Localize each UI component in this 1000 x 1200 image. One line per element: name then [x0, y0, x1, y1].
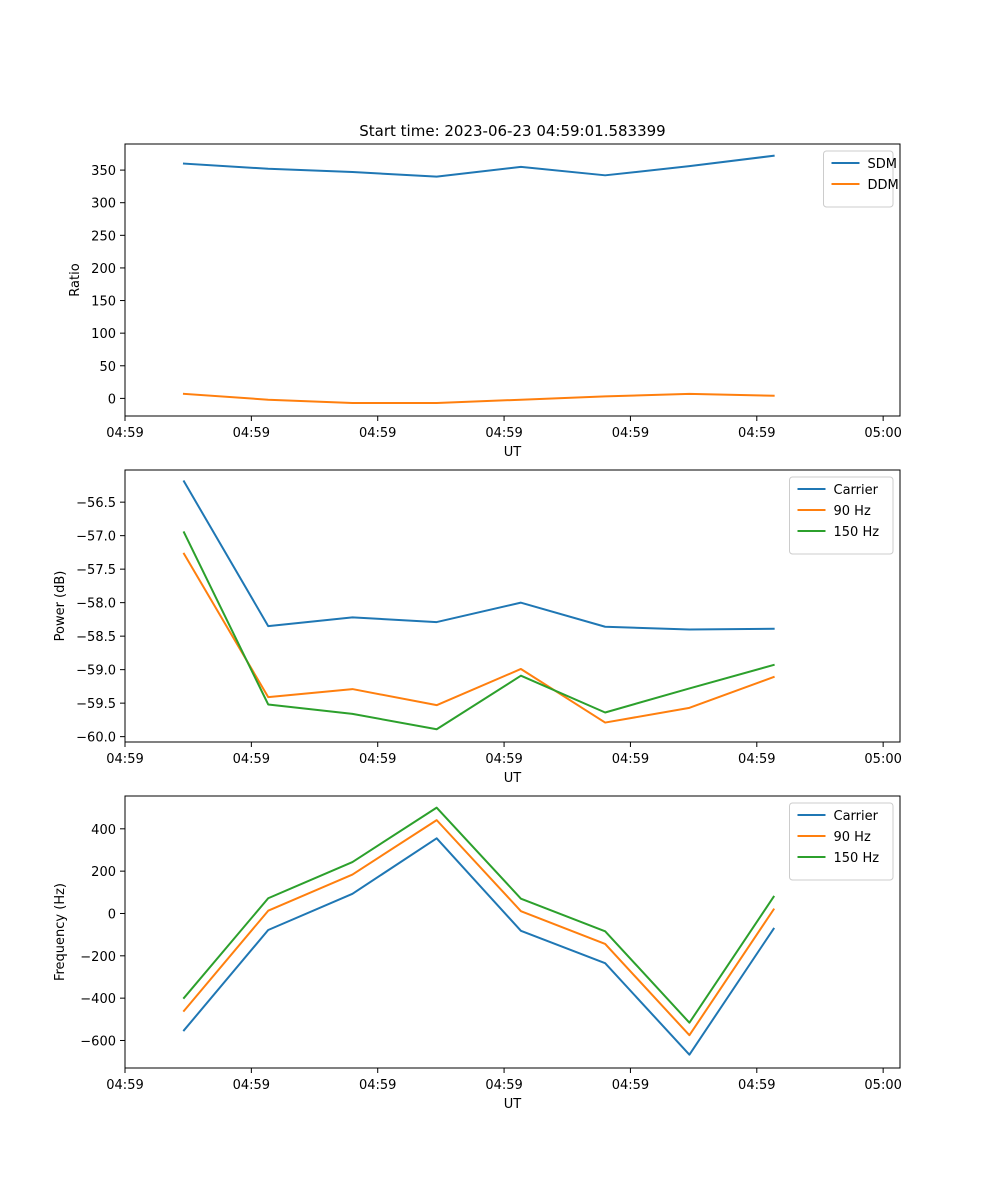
- series-line-150-hz: [182, 806, 776, 1024]
- x-tick-label: 04:59: [738, 1078, 775, 1093]
- legend-label-150-hz: 150 Hz: [834, 525, 880, 540]
- legend-box: [789, 802, 894, 881]
- legend-label-carrier: Carrier: [834, 483, 879, 498]
- y-tick-label: 250: [91, 229, 116, 244]
- y-tick-label: −57.5: [76, 563, 116, 578]
- series-line-90-hz: [182, 552, 775, 724]
- x-tick-label: 04:59: [612, 426, 649, 441]
- x-tick-label: 04:59: [485, 752, 522, 767]
- axes-frame: [124, 143, 901, 417]
- y-tick-label: −57.0: [76, 530, 116, 545]
- y-axis-label: Power (dB): [53, 571, 68, 642]
- panel-2: 04:59 04:59 04:59 04:59 04:59 04:59 05:00 −60.0…: [53, 469, 902, 786]
- y-tick-label: −60.0: [76, 731, 116, 746]
- x-tick-label: 04:59: [485, 426, 522, 441]
- x-axis-label: UT: [504, 1097, 522, 1112]
- x-tick-label: 04:59: [359, 426, 396, 441]
- legend-label-150-hz: 150 Hz: [834, 851, 880, 866]
- y-tick-label: 100: [91, 327, 116, 342]
- x-tick-label: 04:59: [485, 1078, 522, 1093]
- x-tick-label: 05:00: [864, 752, 901, 767]
- legend: Carrier 90 Hz 150 Hz: [789, 476, 894, 555]
- y-axis-label: Frequency (Hz): [53, 883, 68, 981]
- series-line-sdm: [182, 154, 775, 178]
- x-tick-label: 04:59: [233, 1078, 270, 1093]
- y-tick-label: 300: [91, 197, 116, 212]
- legend-label-90-hz: 90 Hz: [834, 504, 871, 519]
- y-tick-label: 400: [91, 823, 116, 838]
- axes-frame: [124, 795, 901, 1069]
- y-tick-label: −59.0: [76, 664, 116, 679]
- panel-3: 04:59 04:59 04:59 04:59 04:59 04:59 05:00 −600 −…: [53, 795, 902, 1112]
- x-tick-label: 04:59: [106, 426, 143, 441]
- x-tick-label: 05:00: [864, 1078, 901, 1093]
- figure-title: Start time: 2023-06-23 04:59:01.583399: [359, 122, 665, 140]
- axes-frame: [124, 469, 901, 743]
- x-tick-label: 04:59: [612, 752, 649, 767]
- series-line-ddm: [182, 392, 775, 404]
- x-tick-label: 04:59: [738, 426, 775, 441]
- y-tick-label: −400: [80, 992, 116, 1007]
- x-axis-label: UT: [504, 771, 522, 786]
- y-tick-label: −59.5: [76, 697, 116, 712]
- panel-1: 04:59 04:59 04:59 04:59 04:59 04:59 05:00 0 50 10…: [68, 143, 902, 460]
- series-line-carrier: [182, 837, 776, 1056]
- x-tick-label: 04:59: [233, 752, 270, 767]
- x-tick-label: 04:59: [233, 426, 270, 441]
- y-tick-label: 350: [91, 164, 116, 179]
- y-tick-label: −600: [80, 1034, 116, 1049]
- legend-label-carrier: Carrier: [834, 809, 879, 824]
- legend: Carrier 90 Hz 150 Hz: [789, 802, 894, 881]
- x-tick-label: 04:59: [738, 752, 775, 767]
- y-tick-label: −200: [80, 950, 116, 965]
- x-tick-label: 04:59: [612, 1078, 649, 1093]
- legend: SDM DDM: [823, 150, 899, 208]
- x-tick-label: 05:00: [864, 426, 901, 441]
- y-axis-label: Ratio: [68, 263, 83, 296]
- legend-label-ddm: DDM: [868, 178, 899, 193]
- legend-box: [823, 150, 894, 208]
- x-tick-label: 04:59: [106, 1078, 143, 1093]
- series-line-90-hz: [182, 819, 776, 1037]
- y-tick-label: 50: [99, 360, 116, 375]
- x-tick-label: 04:59: [359, 752, 396, 767]
- y-tick-label: 200: [91, 865, 116, 880]
- y-tick-label: 200: [91, 262, 116, 277]
- y-tick-label: 150: [91, 295, 116, 310]
- series-line-carrier: [182, 480, 775, 631]
- y-tick-label: −58.0: [76, 597, 116, 612]
- y-tick-label: −56.5: [76, 496, 116, 511]
- legend-label-sdm: SDM: [868, 157, 897, 172]
- x-tick-label: 04:59: [106, 752, 143, 767]
- legend-label-90-hz: 90 Hz: [834, 830, 871, 845]
- x-axis-label: UT: [504, 445, 522, 460]
- y-tick-label: 0: [108, 392, 116, 407]
- x-tick-label: 04:59: [359, 1078, 396, 1093]
- y-tick-label: −58.5: [76, 630, 116, 645]
- legend-box: [789, 476, 894, 555]
- series-line-150-hz: [182, 530, 775, 731]
- y-tick-label: 0: [108, 907, 116, 922]
